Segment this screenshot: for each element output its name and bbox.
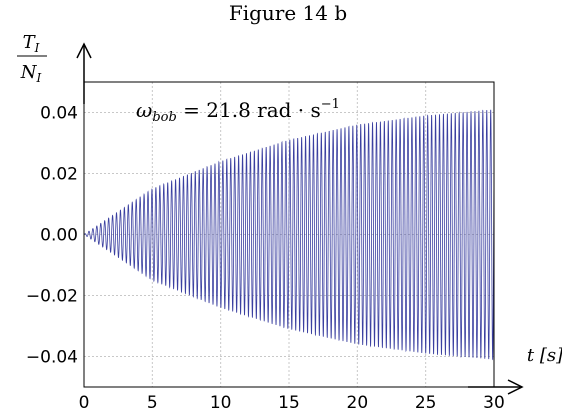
series-line-0 <box>83 109 495 361</box>
y-axis-label: TI NI <box>17 32 47 85</box>
x-tick-labels: 0 5 10 15 20 25 30 <box>79 393 505 411</box>
omega-annotation: ωbob = 21.8 rad · s−1 <box>136 97 340 125</box>
x-tick-label-5: 25 <box>415 393 437 411</box>
x-tick-label-3: 15 <box>278 393 300 411</box>
x-tick-label-4: 20 <box>347 393 369 411</box>
annotation-subscript: bob <box>152 110 176 125</box>
y-tick-label-4: 0.04 <box>40 104 78 124</box>
svg-text:NI: NI <box>20 62 42 85</box>
annotation-superscript: −1 <box>321 97 340 112</box>
x-tick-label-0: 0 <box>79 393 90 411</box>
y-label-denominator: N <box>20 62 38 83</box>
y-tick-label-2: 0.00 <box>40 226 78 246</box>
annotation-symbol: ω <box>136 98 152 122</box>
y-tick-label-3: 0.02 <box>40 165 78 185</box>
x-axis-label: t [s] <box>527 345 562 366</box>
plot-frame <box>83 81 495 388</box>
y-label-numerator-sub: I <box>34 41 40 55</box>
series-layer <box>83 109 495 361</box>
y-axis-arrow-head <box>76 42 92 59</box>
y-label-denominator-sub: I <box>36 71 42 85</box>
y-tick-label-1: −0.02 <box>26 287 78 307</box>
y-label-numerator: T <box>23 32 37 53</box>
annotation-text: = 21.8 rad · s <box>177 98 321 122</box>
x-tick-label-1: 5 <box>147 393 158 411</box>
svg-text:TI: TI <box>23 32 40 55</box>
x-tick-label-2: 10 <box>210 393 232 411</box>
figure-title: Figure 14 b <box>229 1 347 25</box>
y-tick-labels: −0.04 −0.02 0.00 0.02 0.04 <box>26 104 78 368</box>
y-tick-label-0: −0.04 <box>26 348 78 368</box>
x-tick-label-6: 30 <box>483 393 505 411</box>
x-axis-arrow-head <box>507 379 524 395</box>
